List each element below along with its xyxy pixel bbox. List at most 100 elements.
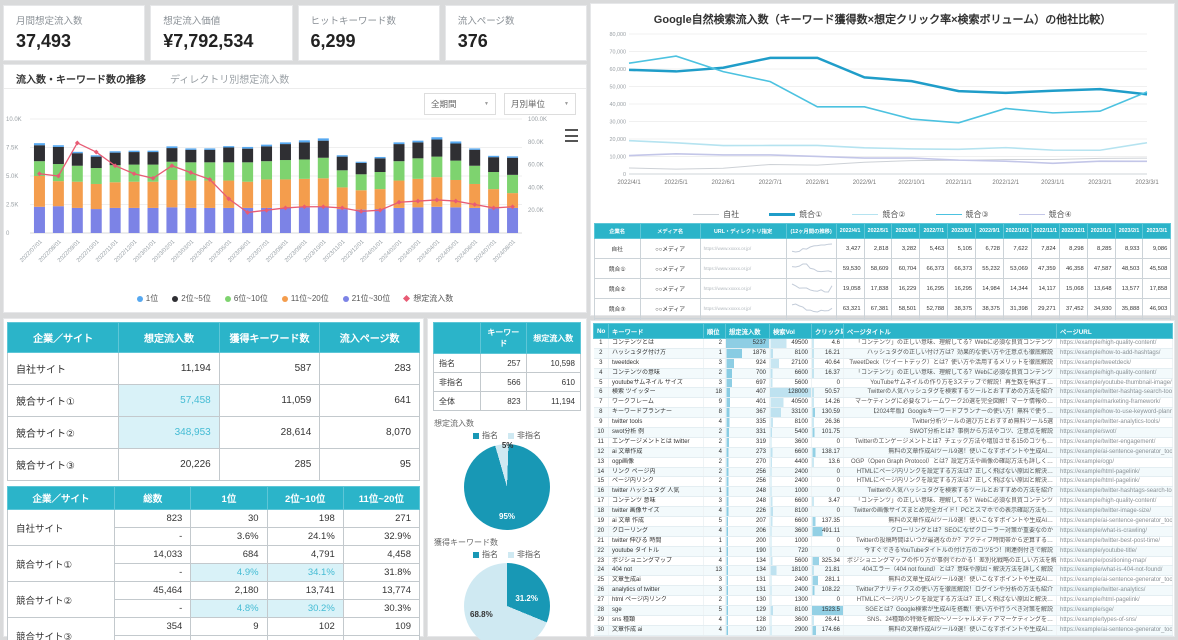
chart-menu-icon[interactable]	[565, 129, 578, 142]
page-url-link[interactable]: https://example/swot/	[1056, 427, 1173, 438]
table-cell: 13,577	[1114, 278, 1144, 299]
table-cell: 競合①	[593, 258, 641, 279]
table-cell: 13,774	[342, 581, 421, 600]
table-cell: 8,933	[1114, 238, 1144, 259]
unit-select[interactable]: 月別単位 ▼	[504, 93, 576, 115]
table-cell: 14.26	[811, 397, 844, 409]
page-url-link[interactable]: https://example/ai-sentence-generator_to…	[1056, 516, 1173, 527]
svg-text:100.0K: 100.0K	[528, 117, 547, 123]
table-cell: 3	[703, 575, 726, 587]
page-url-link[interactable]: https://example/twitter-engagement/	[1056, 437, 1173, 448]
table-cell: 325.34	[811, 556, 844, 567]
page-url-link[interactable]: https://example/twitter-analytics-tools/	[1056, 417, 1173, 429]
table-cell: 823	[114, 509, 192, 528]
table-cell: 17	[593, 496, 609, 508]
table-cell: 3	[703, 496, 726, 508]
table-cell: 271	[342, 509, 421, 528]
page-url-link[interactable]: https://example/how-to-add-hashtags/	[1056, 348, 1173, 359]
table-cell: 25	[593, 575, 609, 587]
table-cell: 2.5%	[190, 635, 268, 640]
table-cell: 3	[703, 585, 726, 597]
page-url-link[interactable]: https://example/what-is-404-not-found/	[1056, 565, 1173, 577]
kpi-label: 想定流入価値	[163, 16, 221, 27]
column-header: 2位~10位	[266, 486, 344, 510]
page-url-link[interactable]: https://example/twitter-best-post-time/	[1056, 536, 1173, 547]
page-url-link[interactable]: https://example/youtube-thumbnail-image/	[1056, 378, 1173, 389]
tab-inflow-keyword-trend[interactable]: 流入数・キーワード数の推移	[16, 75, 146, 86]
period-select[interactable]: 全期間 ▼	[424, 93, 496, 115]
table-cell	[785, 298, 837, 319]
table-cell: 5,463	[919, 238, 949, 259]
page-url-link[interactable]: https://example/youtube-title/	[1056, 546, 1173, 557]
page-url-link[interactable]: https://example/twitter-image-size/	[1056, 506, 1173, 518]
table-cell: https://www.xxxxx.or.jp/	[699, 278, 787, 299]
page-url-link[interactable]: https://example/positioning-map/	[1056, 556, 1173, 567]
page-url-link[interactable]: https://example/ai-sentence-generator_to…	[1056, 575, 1173, 587]
table-cell: 47,587	[1086, 258, 1116, 279]
table-cell: 1	[593, 338, 609, 349]
table-cell: 47,359	[1030, 258, 1060, 279]
column-header: 想定流入数	[525, 322, 582, 354]
page-url-link[interactable]: https://example/sge/	[1056, 605, 1173, 616]
kpi-row: 月間想定流入数 37,493 想定流入価値 ¥7,792,534 ヒットキーワー…	[3, 5, 587, 61]
table-cell: 58,609	[863, 258, 893, 279]
pie-slice-label: 95%	[498, 512, 516, 521]
table-cell: 684	[190, 545, 268, 564]
table-cell: 823	[480, 391, 527, 411]
svg-text:2022/9/1: 2022/9/1	[853, 180, 877, 186]
page-url-link[interactable]: https://example/html-pagelink/	[1056, 476, 1173, 488]
table-cell: 45,508	[1142, 258, 1172, 279]
table-cell: クローリング	[608, 526, 704, 537]
page-url-link[interactable]: https://example/ai-sentence-generator_to…	[1056, 625, 1173, 636]
table-cell: クローリングとは？SEOになぜクローラー対策が重要なのか	[843, 526, 1057, 537]
tab-directory-inflow[interactable]: ディレクトリ別想定流入数	[170, 75, 290, 86]
table-cell: 1	[703, 486, 726, 498]
page-url-link[interactable]: https://example/marketing-framework/	[1056, 397, 1173, 409]
table-cell: twitter tools	[608, 417, 704, 429]
table-cell: 2	[703, 338, 726, 349]
page-url-link[interactable]: https://example/twitter-hashtag-search-t…	[1056, 387, 1173, 399]
page-url-link[interactable]: https://example/html-pagelink/	[1056, 595, 1173, 607]
table-cell: 30	[190, 509, 268, 528]
table-cell: ポジショニングマップの作り方が事例でわかる！差別化戦略の正しい方法を解説	[843, 556, 1057, 567]
table-row: 6 検索 ツイッター 18 407 128000 50.57 Twitterの人気ハッシュタ…	[593, 387, 1173, 399]
dot-marker-icon	[342, 295, 349, 302]
column-header: 2022/11/1	[1030, 223, 1060, 239]
svg-text:2022/5/1: 2022/5/1	[664, 180, 688, 186]
table-row: 28 sge 5 129 8100 1523.5 SGEとは？Google検索が生成AIを搭…	[593, 605, 1173, 616]
kpi-label: ヒットキーワード数	[310, 16, 397, 27]
table-cell: 2,818	[863, 238, 893, 259]
table-cell: 8,298	[1058, 238, 1088, 259]
table-cell: ハッシュタグ付け方	[608, 348, 704, 359]
page-url-link[interactable]: https://example/what-is-crawling/	[1056, 526, 1173, 537]
page-url-link[interactable]: https://example/twitter-analytics/	[1056, 585, 1173, 597]
page-url-link[interactable]: https://example/how-to-use-keyword-plann…	[1056, 407, 1173, 419]
table-cell: 32.9%	[342, 527, 421, 546]
table-cell: キーワードプランナー	[608, 407, 704, 419]
legend-item: 指名	[473, 549, 498, 560]
table-cell: 30	[593, 625, 609, 636]
page-url-link[interactable]: https://example/high-quality-content/	[1056, 368, 1173, 379]
page-url-link[interactable]: https://example/ai-sentence-generator_to…	[1056, 447, 1173, 458]
table-cell: ページ内リンク	[608, 476, 704, 488]
table-cell: 指名	[432, 353, 482, 373]
table-cell: 7,622	[1003, 238, 1032, 259]
svg-text:2023/2/1: 2023/2/1	[1088, 180, 1112, 186]
page-url-link[interactable]: https://example/high-quality-content/	[1056, 496, 1173, 508]
page-url-link[interactable]: https://example/twitter-hashtags-search-…	[1056, 486, 1173, 498]
table-cell: 248	[725, 496, 770, 508]
table-cell: 1000	[769, 486, 812, 498]
table-cell: 354	[114, 617, 192, 636]
page-url-link[interactable]: https://example/ogp/	[1056, 457, 1173, 468]
page-url-link[interactable]: https://example/types-of-sns/	[1056, 615, 1173, 626]
table-cell: 53,069	[1003, 258, 1032, 279]
pie2-title: 獲得キーワード数	[434, 538, 498, 547]
page-url-link[interactable]: https://example/html-pagelink/	[1056, 467, 1173, 478]
page-url-link[interactable]: https://example/tweetdeck/	[1056, 358, 1173, 369]
table-cell: 404エラー（404 not found）とは？意味や原因・解決方法を詳しく解説	[843, 565, 1057, 577]
table-cell: 6,728	[975, 238, 1004, 259]
table-cell: 0	[811, 476, 844, 488]
page-url-link[interactable]: https://example/high-quality-content/	[1056, 338, 1173, 349]
table-row: 12 ai 文章作成 4 273 6600 138.17 無料の文章作成AIツール9選！使い…	[593, 447, 1173, 458]
column-header: 2023/3/1	[1142, 223, 1172, 239]
